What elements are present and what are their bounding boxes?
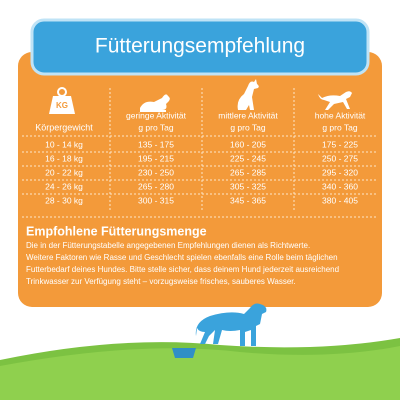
dog-lying-icon — [140, 94, 170, 112]
text-line: Futterbedarf deines Hundes. Bitte stelle… — [26, 265, 339, 274]
column-unit: g pro Tag — [322, 122, 358, 132]
title: Fütterungsempfehlung — [95, 35, 305, 58]
table-cell: 225 - 245 — [230, 153, 266, 163]
column-header: hohe Aktivität — [315, 110, 366, 120]
feeding-table: Körpergewicht geringe Aktivität g pro Tag m… — [22, 88, 378, 210]
table-cell: 265 - 280 — [138, 181, 174, 191]
text-line: Weitere Faktoren wie Rasse und Geschlech… — [26, 253, 338, 262]
section-text: Die in der Fütterungstabelle angegebenen… — [26, 241, 339, 286]
table-cell: 20 - 22 kg — [45, 167, 83, 177]
table-cell: 300 - 315 — [138, 195, 174, 205]
table-cell: 295 - 320 — [322, 167, 358, 177]
table-cell: 10 - 14 kg — [45, 139, 83, 149]
column-header: Körpergewicht — [35, 122, 93, 132]
table-cell: 175 - 225 — [322, 139, 358, 149]
dog-running-icon — [318, 91, 352, 110]
food-bowl — [172, 348, 196, 358]
section-heading: Empfohlene Fütterungsmenge — [26, 224, 207, 238]
table-cell: 135 - 175 — [138, 139, 174, 149]
weight-icon: KG — [49, 87, 75, 114]
table-cell: 160 - 205 — [230, 139, 266, 149]
text-line: Trinkwasser zur Verfügung steht – vorzug… — [26, 277, 296, 286]
table-cell: 28 - 30 kg — [45, 195, 83, 205]
dog-illustration — [195, 303, 267, 346]
table-cell: 340 - 360 — [322, 181, 358, 191]
table-cell: 195 - 215 — [138, 153, 174, 163]
weight-icon-label: KG — [56, 101, 68, 110]
dog-sitting-icon — [237, 79, 259, 110]
column-unit: g pro Tag — [230, 122, 266, 132]
column-header: geringe Aktivität — [126, 110, 187, 120]
table-cell: 345 - 365 — [230, 195, 266, 205]
table-cell: 16 - 18 kg — [45, 153, 83, 163]
column-unit: g pro Tag — [138, 122, 174, 132]
table-cell: 24 - 26 kg — [45, 181, 83, 191]
table-cell: 305 - 325 — [230, 181, 266, 191]
table-cell: 230 - 250 — [138, 167, 174, 177]
table-cell: 380 - 405 — [322, 195, 358, 205]
table-cell: 265 - 285 — [230, 167, 266, 177]
title-banner — [30, 18, 370, 76]
column-header: mittlere Aktivität — [218, 110, 278, 120]
table-cell: 250 - 275 — [322, 153, 358, 163]
text-line: Die in der Fütterungstabelle angegebenen… — [26, 241, 310, 250]
grass-front — [0, 346, 400, 400]
